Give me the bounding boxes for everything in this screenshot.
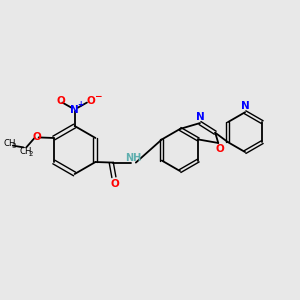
Text: 2: 2 [28, 151, 33, 157]
Text: N: N [241, 101, 250, 111]
Text: O: O [86, 96, 95, 106]
Text: O: O [215, 144, 224, 154]
Text: +: + [77, 100, 83, 109]
Text: N: N [70, 105, 79, 115]
Text: O: O [110, 179, 119, 189]
Text: −: − [94, 92, 102, 100]
Text: O: O [32, 132, 41, 142]
Text: N: N [196, 112, 205, 122]
Text: 3: 3 [12, 142, 16, 148]
Text: CH: CH [20, 147, 32, 156]
Text: NH: NH [125, 154, 142, 164]
Text: CH: CH [3, 139, 16, 148]
Text: O: O [57, 96, 65, 106]
